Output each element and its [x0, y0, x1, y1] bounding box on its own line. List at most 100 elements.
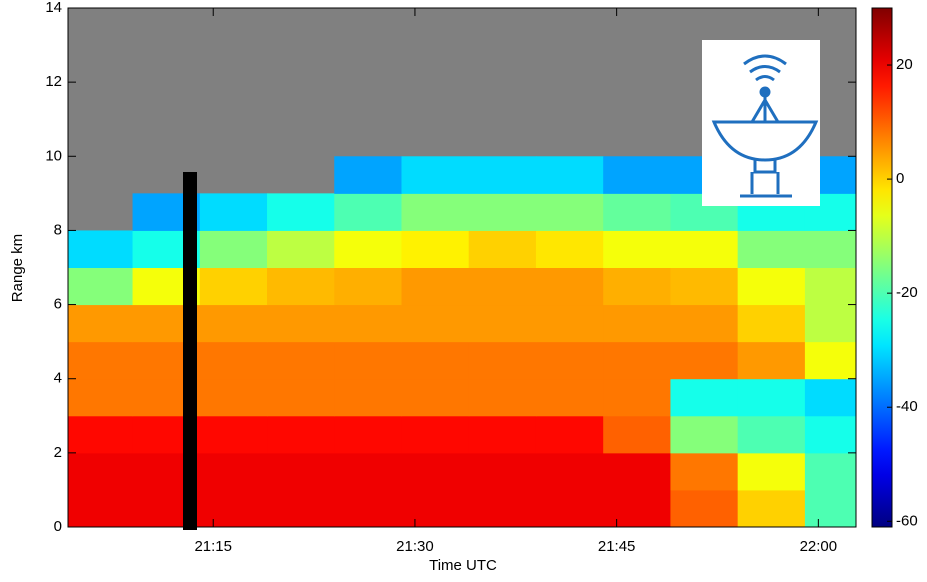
cell	[804, 304, 857, 343]
cell	[804, 267, 857, 306]
colorbar	[871, 7, 893, 528]
cell	[603, 267, 671, 306]
cell	[468, 341, 537, 380]
cell	[737, 415, 806, 454]
cell	[334, 489, 402, 528]
colorbar-tick-label: 20	[896, 56, 913, 73]
cell	[603, 230, 671, 268]
cell	[401, 452, 470, 491]
cell	[804, 489, 857, 528]
cell	[535, 452, 604, 491]
cell	[401, 378, 470, 417]
cell	[267, 489, 335, 528]
cell	[737, 230, 806, 268]
cell	[334, 156, 402, 194]
cell	[334, 193, 402, 231]
cell	[68, 489, 134, 528]
cell	[267, 452, 335, 491]
cell	[334, 452, 402, 491]
cell	[401, 304, 470, 343]
cell	[670, 378, 739, 417]
cell	[334, 415, 402, 454]
cell	[804, 230, 857, 268]
cell	[535, 230, 604, 268]
cell	[199, 452, 268, 491]
cell	[68, 230, 134, 268]
plot-frame	[67, 7, 857, 528]
cell	[68, 267, 134, 306]
cell	[603, 156, 671, 194]
cell	[737, 452, 806, 491]
cell	[670, 230, 739, 268]
cell	[401, 230, 470, 268]
x-tick-label: 21:15	[194, 538, 232, 555]
cell	[468, 156, 537, 194]
cell	[603, 415, 671, 454]
x-tick-label: 21:45	[598, 538, 636, 555]
y-tick-label: 10	[45, 147, 62, 164]
y-tick-label: 8	[54, 221, 62, 238]
cell	[804, 378, 857, 417]
cell	[401, 193, 470, 231]
cell	[334, 341, 402, 380]
y-tick-label: 4	[54, 370, 62, 387]
cell	[401, 156, 470, 194]
cell	[535, 378, 604, 417]
cell	[267, 415, 335, 454]
cell	[334, 378, 402, 417]
cell	[267, 378, 335, 417]
cell	[401, 489, 470, 528]
cell	[737, 378, 806, 417]
cell	[603, 489, 671, 528]
cell	[804, 415, 857, 454]
y-tick-label: 0	[54, 518, 62, 535]
cell	[535, 489, 604, 528]
cell	[603, 304, 671, 343]
cell	[334, 267, 402, 306]
cell	[535, 341, 604, 380]
cell	[267, 193, 335, 231]
cell	[670, 489, 739, 528]
cell	[468, 489, 537, 528]
cell	[535, 156, 604, 194]
cell	[535, 193, 604, 231]
cell	[468, 193, 537, 231]
cell	[468, 304, 537, 343]
x-tick-label: 21:30	[396, 538, 434, 555]
cell	[468, 415, 537, 454]
cell	[670, 341, 739, 380]
colorbar-tick-label: -40	[896, 398, 918, 415]
cell	[468, 267, 537, 306]
cell	[199, 341, 268, 380]
radar-icon	[702, 40, 820, 206]
cell	[737, 489, 806, 528]
cell	[670, 304, 739, 343]
cell	[401, 415, 470, 454]
cell	[68, 415, 134, 454]
colorbar-tick-label: 0	[896, 170, 904, 187]
y-tick-label: 12	[45, 73, 62, 90]
cell	[401, 341, 470, 380]
cell	[267, 341, 335, 380]
cell	[468, 230, 537, 268]
colorbar-tick-label: -20	[896, 284, 918, 301]
cell	[535, 415, 604, 454]
cell	[737, 304, 806, 343]
cell	[603, 341, 671, 380]
cell	[603, 378, 671, 417]
cell	[670, 267, 739, 306]
cell	[199, 415, 268, 454]
cell	[68, 378, 134, 417]
cell	[804, 452, 857, 491]
cell	[603, 452, 671, 491]
x-axis-label: Time UTC	[429, 557, 497, 574]
colorbar-tick-label: -60	[896, 512, 918, 529]
cell	[199, 193, 268, 231]
cell	[267, 267, 335, 306]
cell	[603, 193, 671, 231]
cell	[68, 452, 134, 491]
cell	[199, 304, 268, 343]
cell	[535, 304, 604, 343]
y-tick-label: 2	[54, 444, 62, 461]
cell	[334, 304, 402, 343]
